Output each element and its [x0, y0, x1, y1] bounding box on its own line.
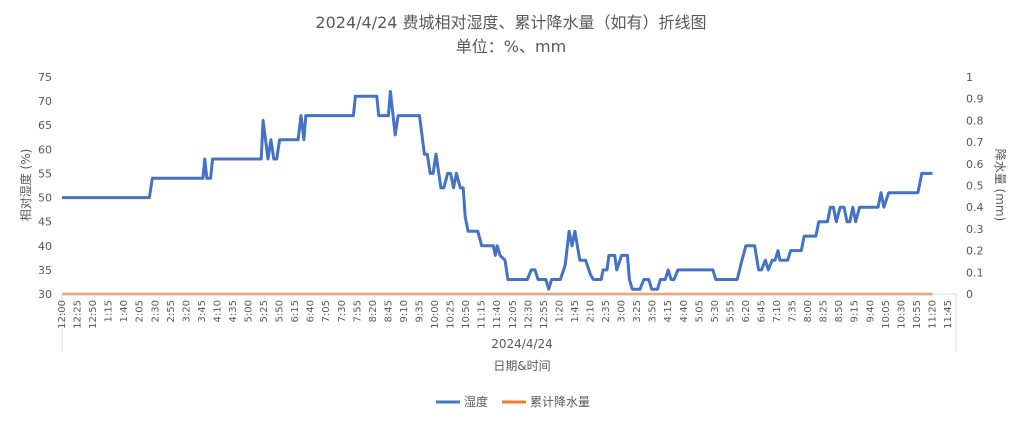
x-tick-label: 10:25 — [446, 300, 457, 329]
y-right-tick-label: 0.5 — [966, 180, 984, 193]
y-right-tick-label: 0.9 — [966, 93, 984, 106]
x-tick-label: 8:25 — [819, 300, 830, 322]
x-tick-label: 2:10 — [585, 300, 596, 322]
y-left-tick-label: 30 — [38, 288, 52, 301]
x-tick-label: 7:30 — [337, 300, 348, 322]
x-group-label: 2024/4/24 — [491, 337, 553, 351]
y-left-tick-label: 75 — [38, 71, 52, 84]
plot-area — [62, 90, 933, 296]
y-right-tick-label: 0.1 — [966, 266, 984, 279]
x-tick-label: 3:45 — [197, 300, 208, 322]
x-tick-label: 12:05 — [508, 300, 519, 329]
x-tick-label: 10:55 — [912, 300, 923, 329]
y-left-tick-label: 55 — [38, 167, 52, 180]
x-tick-label: 4:15 — [663, 300, 674, 322]
y-left-tick-label: 40 — [38, 240, 52, 253]
x-tick-label: 12:50 — [88, 300, 99, 329]
x-tick-label: 5:25 — [259, 300, 270, 322]
x-tick-label: 1:20 — [554, 300, 565, 322]
x-axis-label: 日期&时间 — [493, 359, 550, 373]
x-tick-label: 11:20 — [927, 300, 938, 329]
x-tick-label: 5:00 — [244, 300, 255, 322]
x-tick-label: 8:00 — [803, 300, 814, 322]
x-tick-label: 7:35 — [788, 300, 799, 322]
x-tick-label: 6:20 — [741, 300, 752, 322]
y-right-tick-label: 0 — [966, 288, 973, 301]
x-tick-label: 8:45 — [383, 300, 394, 322]
x-tick-label: 5:50 — [275, 300, 286, 322]
x-tick-label: 5:05 — [694, 300, 705, 322]
x-tick-label: 10:30 — [896, 300, 907, 329]
x-tick-label: 12:00 — [57, 300, 68, 329]
x-tick-label: 3:25 — [632, 300, 643, 322]
y-right-tick-label: 0.3 — [966, 223, 984, 236]
x-tick-label: 6:40 — [306, 300, 317, 322]
y-left-tick-label: 35 — [38, 264, 52, 277]
x-tick-label: 3:50 — [648, 300, 659, 322]
legend-label-precipitation: 累计降水量 — [530, 395, 590, 409]
series-line-humidity — [62, 90, 933, 291]
x-tick-label: 2:05 — [135, 300, 146, 322]
y-left-tick-label: 70 — [38, 95, 52, 108]
x-tick-label: 10:05 — [881, 300, 892, 329]
x-tick-label: 11:15 — [477, 300, 488, 329]
x-tick-label: 8:50 — [834, 300, 845, 322]
legend: 湿度 累计降水量 — [436, 394, 590, 409]
y-left-tick-label: 65 — [38, 119, 52, 132]
y-right-tick-label: 0.2 — [966, 245, 984, 258]
x-tick-label: 1:15 — [104, 300, 115, 322]
x-tick-label: 11:40 — [492, 300, 503, 329]
x-tick-label: 2:35 — [601, 300, 612, 322]
x-tick-label: 1:45 — [570, 300, 581, 322]
x-tick-label: 4:10 — [212, 300, 223, 322]
y-axis-left-label: 相对湿度 (%) — [18, 149, 33, 222]
x-tick-label: 9:35 — [415, 300, 426, 322]
y-right-tick-label: 0.4 — [966, 201, 984, 214]
chart-title: 2024/4/24 费城相对湿度、累计降水量（如有）折线图 — [315, 13, 706, 32]
x-tick-label: 9:40 — [865, 300, 876, 322]
x-tick-label: 3:00 — [617, 300, 628, 322]
x-tick-label: 4:40 — [679, 300, 690, 322]
x-tick-label: 6:45 — [756, 300, 767, 322]
y-left-tick-label: 45 — [38, 216, 52, 229]
x-tick-label: 11:45 — [943, 300, 954, 329]
x-tick-label: 10:00 — [430, 300, 441, 329]
x-tick-label: 6:15 — [290, 300, 301, 322]
x-tick-label: 3:20 — [181, 300, 192, 322]
x-tick-label: 12:25 — [73, 300, 84, 329]
y-right-tick-label: 0.8 — [966, 114, 984, 127]
x-axis: 12:00 12:25 12:50 1:15 1:40 2:05 2:30 2:55 3:20 3… — [57, 293, 957, 352]
x-tick-label: 1:40 — [119, 300, 130, 322]
x-tick-label: 8:20 — [368, 300, 379, 322]
y-right-tick-label: 0.6 — [966, 158, 984, 171]
y-left-tick-label: 50 — [38, 192, 52, 205]
x-tick-label: 9:10 — [399, 300, 410, 322]
x-tick-label: 12:30 — [523, 300, 534, 329]
x-tick-label: 10:50 — [461, 300, 472, 329]
y-axis-right-label: 降水量 (mm) — [993, 149, 1007, 222]
x-tick-label: 2:30 — [150, 300, 161, 322]
x-tick-label: 7:05 — [321, 300, 332, 322]
y-left-tick-label: 60 — [38, 143, 52, 156]
legend-label-humidity: 湿度 — [464, 394, 488, 409]
x-tick-label: 4:35 — [228, 300, 239, 322]
y-right-tick-label: 1 — [966, 71, 973, 84]
x-tick-label: 2:55 — [166, 300, 177, 322]
x-tick-label: 5:30 — [710, 300, 721, 322]
x-tick-label: 5:55 — [725, 300, 736, 322]
y-axis-left: 75 70 65 60 55 50 45 40 35 30 — [38, 71, 52, 301]
x-tick-label: 7:55 — [352, 300, 363, 322]
y-axis-right: 1 0.9 0.8 0.7 0.6 0.5 0.4 0.3 0.2 0.1 0 — [966, 71, 984, 301]
x-tick-label: 7:10 — [772, 300, 783, 322]
x-tick-label: 12:55 — [539, 300, 550, 329]
x-tick-label: 9:15 — [850, 300, 861, 322]
y-right-tick-label: 0.7 — [966, 136, 984, 149]
chart-subtitle: 单位：%、mm — [456, 37, 566, 56]
